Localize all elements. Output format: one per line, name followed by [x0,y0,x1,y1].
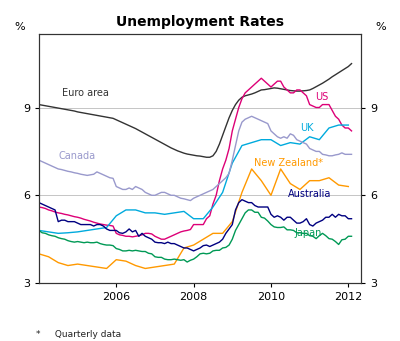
Text: Australia: Australia [288,189,332,199]
Text: Euro area: Euro area [62,88,109,98]
Title: Unemployment Rates: Unemployment Rates [116,15,284,29]
Text: Canada: Canada [58,151,95,161]
Text: Japan: Japan [294,228,322,238]
Text: %: % [375,22,386,32]
Text: US: US [316,92,329,102]
Text: *     Quarterly data: * Quarterly data [36,330,121,339]
Text: New Zealand*: New Zealand* [254,158,322,168]
Text: UK: UK [300,123,314,133]
Text: %: % [14,22,25,32]
